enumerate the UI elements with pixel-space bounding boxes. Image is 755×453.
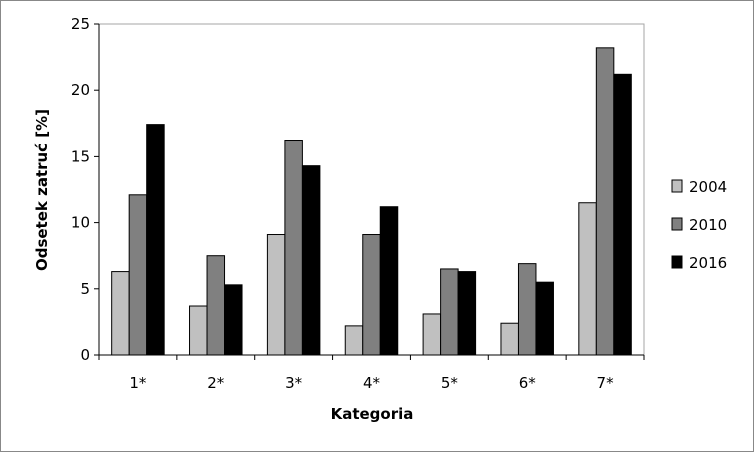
bar-2016-3 — [301, 165, 321, 356]
x-ticks: 1* 2* 3* 4* 5* 6* 7* — [98, 355, 645, 392]
y-tick-label: 10 — [71, 214, 90, 232]
bar-2004-2 — [189, 305, 208, 356]
bar-2016-1 — [146, 124, 165, 356]
bars-layer — [111, 47, 632, 356]
bar-2016-5 — [457, 271, 477, 356]
y-ticks: 0 5 10 15 20 25 — [71, 15, 99, 364]
y-tick-label: 5 — [80, 280, 90, 298]
bar-2010-7 — [595, 47, 615, 356]
x-tick-label: 3* — [285, 374, 303, 392]
bar-2010-1 — [128, 194, 148, 356]
legend-label-2016: 2016 — [689, 254, 727, 272]
legend-label-2004: 2004 — [689, 178, 727, 196]
bar-2004-1 — [111, 271, 130, 356]
x-tick-label: 2* — [207, 374, 225, 392]
legend-swatch-2016 — [671, 255, 683, 269]
bar-2010-2 — [206, 255, 226, 356]
bar-2010-4 — [362, 234, 381, 356]
x-tick-label: 1* — [129, 374, 147, 392]
bar-2004-6 — [500, 322, 519, 356]
bar-2016-2 — [224, 284, 243, 356]
x-axis-title: Kategoria — [331, 405, 414, 423]
x-tick-label: 5* — [441, 374, 459, 392]
y-tick-label: 0 — [80, 346, 90, 364]
y-tick-label: 25 — [71, 15, 90, 33]
legend-label-2010: 2010 — [689, 216, 727, 234]
y-tick-label: 15 — [71, 147, 90, 165]
legend: 2004 2010 2016 — [671, 178, 727, 272]
bar-2010-6 — [517, 263, 537, 356]
bar-2010-5 — [440, 268, 459, 356]
legend-swatch-2004 — [671, 179, 683, 193]
axes-layer — [98, 24, 644, 356]
y-axis-title: Odsetek zatruć [%] — [33, 109, 51, 271]
bar-2004-7 — [578, 202, 597, 356]
bar-2016-7 — [613, 73, 632, 356]
bar-2004-4 — [344, 325, 364, 356]
bar-2016-4 — [379, 206, 399, 356]
bar-2010-3 — [284, 140, 303, 356]
x-tick-label: 4* — [363, 374, 381, 392]
bar-2004-5 — [422, 313, 442, 356]
bar-2004-3 — [266, 234, 286, 356]
x-tick-label: 6* — [519, 374, 537, 392]
y-tick-label: 20 — [71, 81, 90, 99]
bar-2016-6 — [535, 281, 554, 356]
legend-swatch-2010 — [671, 217, 683, 231]
x-tick-label: 7* — [597, 374, 615, 392]
